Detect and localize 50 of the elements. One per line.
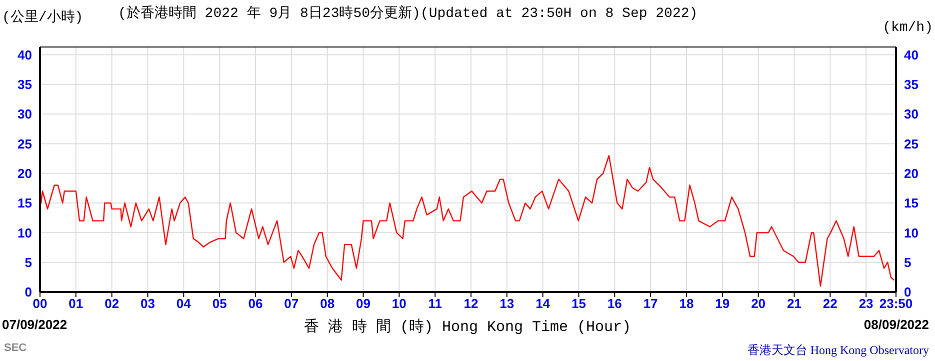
y-tick-label: 40	[18, 47, 32, 62]
x-tick-label: 12	[464, 296, 478, 312]
y-tick-label: 35	[18, 76, 32, 92]
x-tick-label: 14	[536, 296, 551, 312]
y2-tick-label: 15	[904, 196, 918, 211]
x-tick-label: 10	[392, 296, 406, 312]
y-tick-label: 10	[18, 225, 32, 240]
line-series	[40, 154, 895, 287]
x-tick-label: 19	[715, 296, 730, 312]
x-tick-label: 18	[679, 296, 694, 312]
y-tick-label: 15	[18, 196, 32, 211]
x-tick-label: 21	[787, 296, 802, 312]
y2-tick-label: 40	[904, 47, 918, 62]
y2-tick-label: 20	[904, 166, 918, 181]
x-tick-label: 01	[68, 296, 84, 312]
x-tick-label: 04	[176, 296, 192, 312]
y2-tick-label: 25	[904, 136, 918, 152]
x-tick-label: 08	[320, 296, 335, 312]
y-tick-label: 5	[24, 254, 32, 270]
x-tick-label: 03	[140, 296, 155, 312]
y-tick-label: 30	[18, 106, 32, 122]
x-tick-label: 13	[500, 296, 514, 312]
y-tick-label: 0	[24, 284, 32, 300]
x-tick-label: 05	[212, 296, 227, 312]
x-tick-label: 16	[607, 296, 622, 312]
x-tick-label: 00	[32, 296, 48, 312]
x-tick-label: 23	[858, 296, 874, 312]
text: 香港天文台 Hong Kong Observatory	[747, 342, 929, 359]
x-axis-title: 香 港 時 間 (時) Hong Kong Time (Hour)	[304, 319, 632, 336]
x-tick-label: 09	[356, 296, 370, 312]
x-tick-label: 02	[104, 296, 120, 312]
y-tick-label: 20	[18, 166, 32, 181]
y2-tick-label: 35	[904, 76, 918, 92]
x-tick-label: 06	[248, 296, 263, 312]
y2-tick-label: 30	[904, 106, 918, 122]
y-axis-title: (公里/小時)	[2, 8, 84, 26]
text: 08/09/2022	[864, 317, 929, 332]
x-tick-label: 22	[822, 296, 838, 312]
text: 07/09/2022	[2, 317, 68, 332]
y2-tick-label: 10	[904, 225, 918, 240]
x-tick-label: 07	[284, 296, 299, 312]
text: SEC	[4, 342, 27, 354]
x-tick-label: 20	[751, 296, 766, 312]
x-tick-label: 17	[643, 296, 658, 312]
chart-title: (於香港時間 2022 年 9月 8日23時50分更新)(Updated at 23:50H on 8 Sep 2022)	[118, 4, 698, 22]
x-tick-label: 11	[428, 296, 442, 312]
y2-tick-label: 5	[904, 254, 912, 270]
y-tick-label: 25	[18, 136, 32, 152]
x-tick-label: 15	[572, 296, 586, 312]
y2-axis-title: (km/h)	[882, 20, 933, 36]
